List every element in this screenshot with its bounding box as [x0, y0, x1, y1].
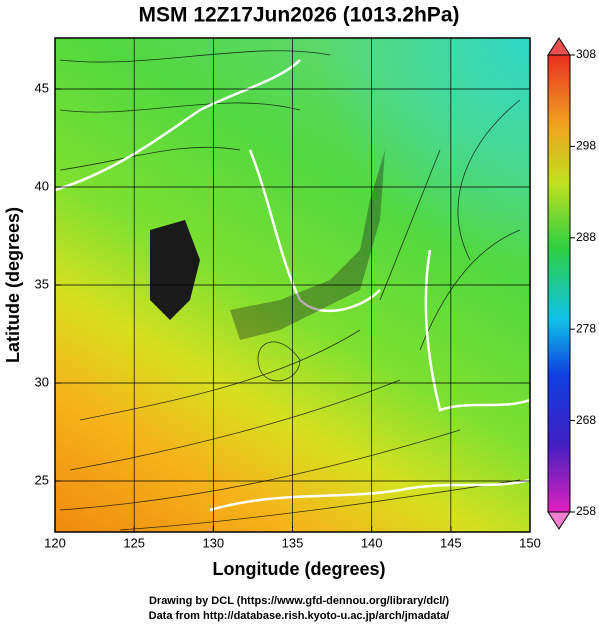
colorbar-tick-label: 298 [576, 139, 596, 153]
colorbar-tick-label: 258 [576, 504, 596, 518]
colorbar-tick-label: 308 [576, 47, 596, 61]
y-tick-label: 35 [35, 276, 49, 291]
map-title: MSM 12Z17Jun2026 (1013.2hPa) [139, 4, 460, 27]
colorbar-tick-label: 288 [576, 230, 596, 244]
x-tick-label: 150 [519, 535, 541, 550]
colorbar-tick-label: 278 [576, 321, 596, 335]
colorbar-cap [547, 37, 571, 56]
y-tick-label: 45 [35, 80, 49, 95]
credit: Data from http://database.rish.kyoto-u.a… [149, 610, 450, 622]
x-tick-label: 145 [440, 535, 462, 550]
y-tick-label: 40 [35, 178, 49, 193]
x-tick-label: 125 [123, 535, 145, 550]
y-tick-label: 30 [35, 374, 49, 389]
y-axis-label: Latitude (degrees) [3, 207, 23, 363]
colorbar [547, 54, 571, 513]
x-tick-label: 120 [44, 535, 66, 550]
x-tick-label: 130 [202, 535, 224, 550]
credit: Drawing by DCL (https://www.gfd-dennou.o… [149, 595, 449, 607]
colorbar-cap [547, 511, 571, 530]
y-tick-label: 25 [35, 472, 49, 487]
colorbar-tick-label: 268 [576, 413, 596, 427]
x-axis-label: Longitude (degrees) [212, 559, 385, 579]
x-tick-label: 140 [361, 535, 383, 550]
x-tick-label: 135 [282, 535, 304, 550]
